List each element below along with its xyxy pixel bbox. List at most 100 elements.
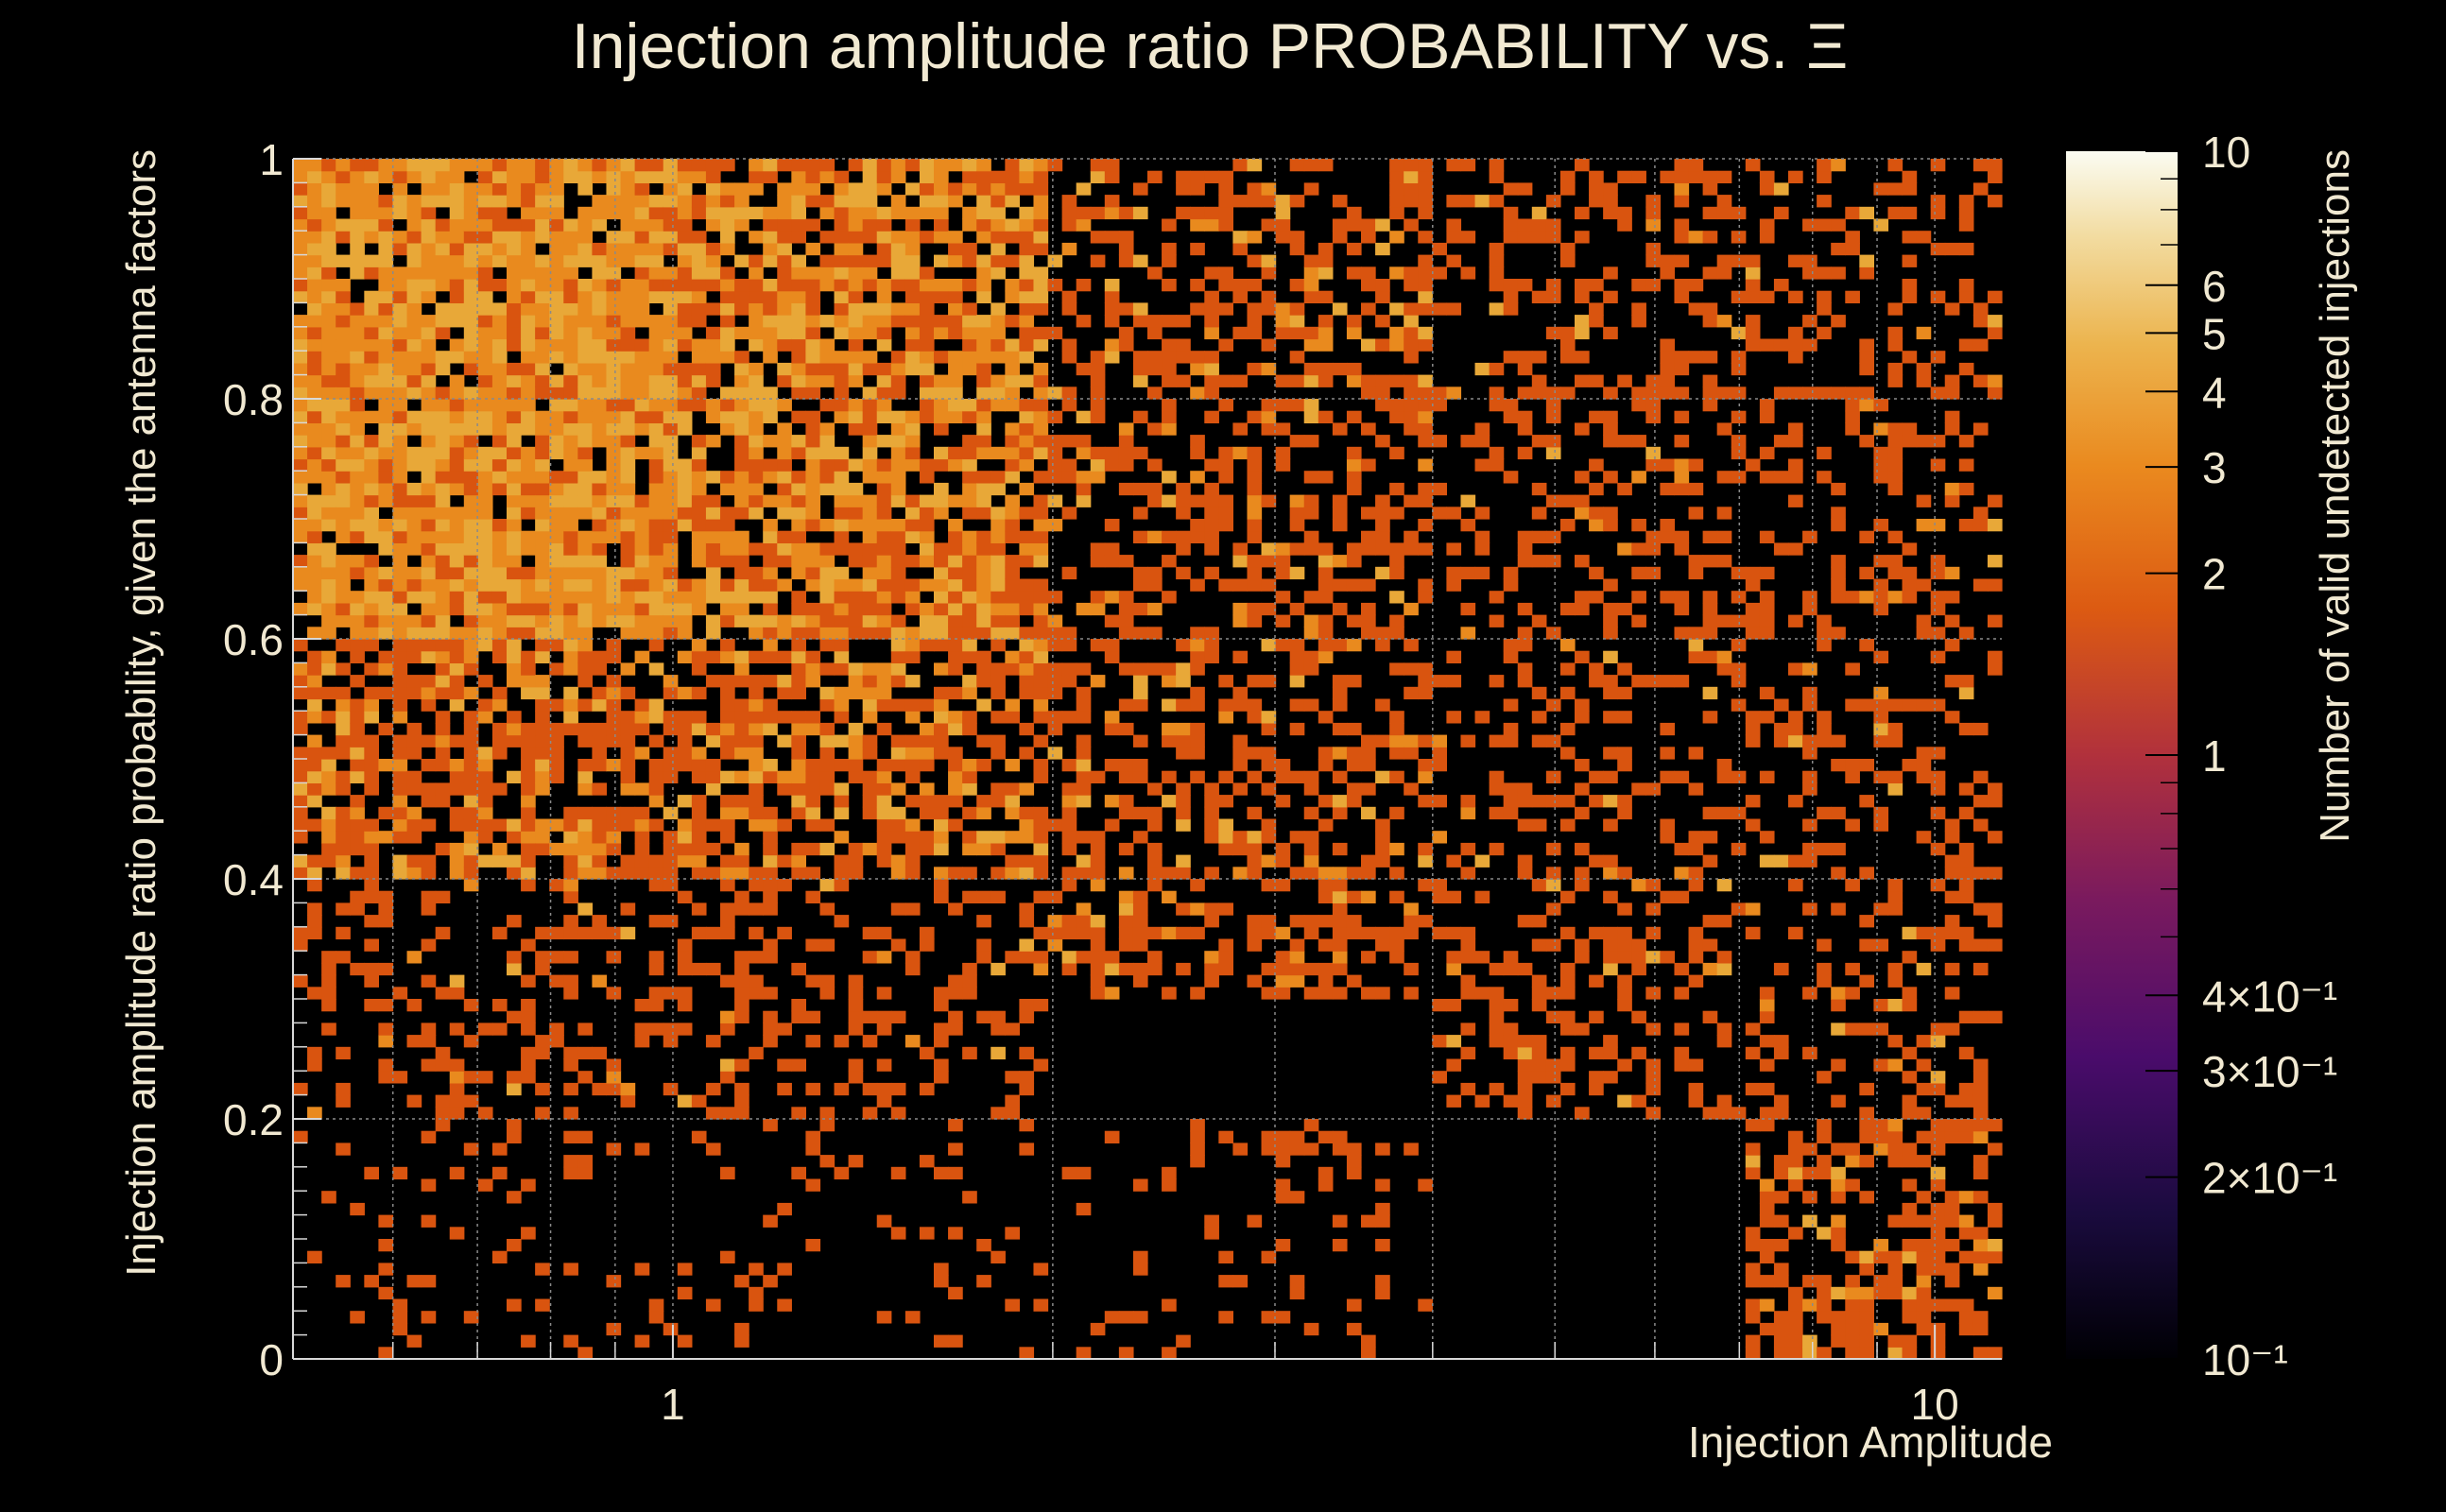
heatmap-cell <box>521 458 536 472</box>
heatmap-cell <box>1361 734 1376 747</box>
heatmap-cell <box>364 938 379 952</box>
heatmap-cell <box>1190 279 1205 292</box>
heatmap-cell <box>563 842 578 856</box>
heatmap-cell <box>919 602 935 616</box>
heatmap-cell <box>763 435 778 448</box>
heatmap-cell <box>521 182 536 196</box>
heatmap-cell <box>563 806 578 820</box>
heatmap-cell <box>577 362 593 376</box>
heatmap-cell <box>321 266 336 280</box>
heatmap-cell <box>563 435 578 448</box>
heatmap-cell <box>962 566 977 580</box>
heatmap-cell <box>805 566 821 580</box>
heatmap-cell <box>834 662 850 676</box>
heatmap-cell <box>1845 242 1860 256</box>
heatmap-cell <box>606 951 622 964</box>
heatmap-cell <box>648 602 664 616</box>
heatmap-cell <box>307 854 322 868</box>
heatmap-cell <box>834 614 850 627</box>
heatmap-cell <box>1076 951 1092 964</box>
heatmap-cell <box>1645 410 1661 423</box>
heatmap-cell <box>1218 446 1233 460</box>
heatmap-cell <box>763 471 778 484</box>
heatmap-cell <box>1176 315 1191 328</box>
heatmap-cell <box>1418 842 1433 856</box>
heatmap-cell <box>1930 555 1946 568</box>
heatmap-cell <box>1176 747 1191 760</box>
heatmap-cell <box>677 795 693 808</box>
heatmap-cell <box>1218 494 1233 507</box>
heatmap-cell <box>962 578 977 592</box>
heatmap-cell <box>1346 458 1362 472</box>
heatmap-cell <box>1061 842 1077 856</box>
heatmap-cell <box>848 867 864 880</box>
heatmap-cell <box>1432 1035 1447 1048</box>
heatmap-cell <box>1404 195 1419 208</box>
heatmap-cell <box>890 302 906 316</box>
heatmap-cell <box>1247 182 1263 196</box>
heatmap-cell <box>862 206 878 220</box>
heatmap-cell <box>477 519 493 532</box>
heatmap-cell <box>819 782 835 796</box>
heatmap-cell <box>1176 962 1191 976</box>
heatmap-cell <box>1375 734 1390 747</box>
heatmap-cell <box>919 471 935 484</box>
heatmap-cell <box>677 242 693 256</box>
heatmap-cell <box>934 399 949 412</box>
heatmap-cell <box>1019 854 1035 868</box>
heatmap-cell <box>350 446 365 460</box>
heatmap-cell <box>435 471 451 484</box>
heatmap-cell <box>677 602 693 616</box>
heatmap-cell <box>364 338 379 352</box>
heatmap-cell <box>1887 458 1903 472</box>
heatmap-cell <box>749 1263 764 1276</box>
heatmap-cell <box>307 458 322 472</box>
heatmap-cell <box>1090 926 1106 940</box>
heatmap-cell <box>307 206 322 220</box>
heatmap-cell <box>535 639 550 652</box>
heatmap-cell <box>321 399 336 412</box>
heatmap-cell <box>577 566 593 580</box>
heatmap-cell <box>1346 362 1362 376</box>
heatmap-cell <box>1019 410 1035 423</box>
heatmap-cell <box>507 290 522 303</box>
heatmap-cell <box>1674 410 1690 423</box>
heatmap-cell <box>1716 915 1732 928</box>
heatmap-cell <box>677 711 693 724</box>
heatmap-cell <box>477 806 493 820</box>
heatmap-cell <box>1674 1022 1690 1036</box>
heatmap-cell <box>763 722 778 736</box>
heatmap-cell <box>1090 602 1106 616</box>
heatmap-cell <box>904 422 921 436</box>
heatmap-cell <box>477 482 493 496</box>
heatmap-cell <box>421 1178 437 1192</box>
heatmap-cell <box>1147 662 1163 676</box>
heatmap-cell <box>1361 806 1376 820</box>
heatmap-cell <box>477 818 493 832</box>
heatmap-cell <box>1788 1298 1803 1312</box>
heatmap-cell <box>563 266 578 280</box>
heatmap-cell <box>378 999 394 1012</box>
heatmap-cell <box>1361 782 1376 796</box>
heatmap-cell <box>1005 555 1020 568</box>
heatmap-cell <box>1873 999 1889 1012</box>
heatmap-cell <box>805 578 821 592</box>
heatmap-cell <box>677 1334 693 1348</box>
heatmap-cell <box>1887 591 1903 604</box>
heatmap-cell <box>521 387 536 400</box>
heatmap-cell <box>435 494 451 507</box>
heatmap-cell <box>976 254 991 267</box>
heatmap-cell <box>421 1311 437 1324</box>
heatmap-cell <box>1531 879 1547 892</box>
heatmap-cell <box>1603 711 1618 724</box>
heatmap-cell <box>904 591 921 604</box>
heatmap-cell <box>364 290 379 303</box>
heatmap-cell <box>848 338 864 352</box>
heatmap-cell <box>321 602 336 616</box>
heatmap-cell <box>919 1155 935 1168</box>
heatmap-cell <box>1759 1119 1775 1132</box>
heatmap-cell <box>1944 639 1960 652</box>
heatmap-cell <box>1831 867 1846 880</box>
heatmap-cell <box>491 1022 508 1036</box>
heatmap-cell <box>1759 1214 1775 1228</box>
